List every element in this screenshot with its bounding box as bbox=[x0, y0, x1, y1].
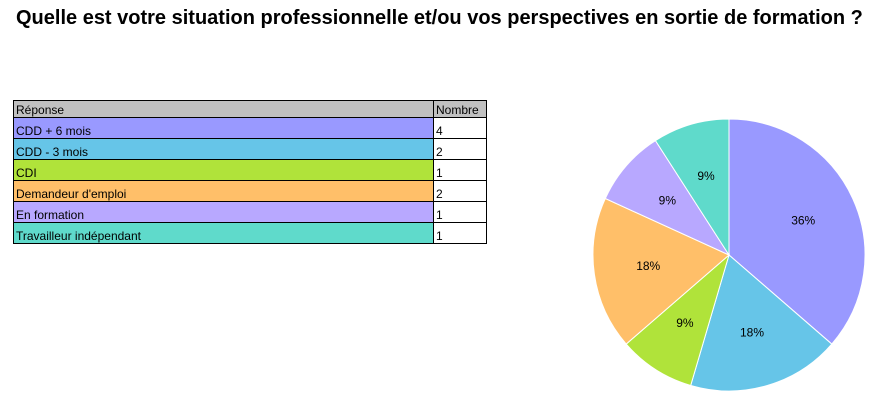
pie-slice bbox=[592, 197, 730, 345]
table-row: Demandeur d'emploi 2 bbox=[13, 180, 487, 202]
table-cell: Réponse bbox=[13, 100, 434, 118]
table-row: CDD - 3 mois 2 bbox=[13, 138, 487, 160]
slice-label: 9% bbox=[697, 169, 715, 183]
pie-slice bbox=[654, 118, 730, 257]
table-row: En formation 1 bbox=[13, 201, 487, 223]
table-row: CDD + 6 mois 4 bbox=[13, 117, 487, 139]
table-cell: 1 bbox=[433, 201, 487, 223]
slice-label: 18% bbox=[740, 325, 764, 339]
table-cell: CDD - 3 mois bbox=[13, 138, 434, 160]
table-cell: En formation bbox=[13, 201, 434, 223]
pie-slice bbox=[728, 118, 866, 345]
table-cell: Travailleur indépendant bbox=[13, 222, 434, 244]
slice-label: 9% bbox=[659, 194, 677, 208]
title: Quelle est votre situation professionnel… bbox=[16, 7, 863, 29]
table-cell: Nombre bbox=[433, 100, 487, 118]
table-row: Réponse Nombre bbox=[13, 100, 487, 118]
response-table: Réponse Nombre CDD + 6 mois 4 CDD - 3 mois 2 C… bbox=[13, 100, 487, 244]
table-cell: CDI bbox=[13, 159, 434, 181]
table-cell: 2 bbox=[433, 138, 487, 160]
table-cell: 1 bbox=[433, 222, 487, 244]
slice-label: 9% bbox=[676, 316, 694, 330]
table-cell: 4 bbox=[433, 117, 487, 139]
pie-slice bbox=[690, 254, 833, 392]
table-cell: Demandeur d'emploi bbox=[13, 180, 434, 202]
table-row: Travailleur indépendant 1 bbox=[13, 222, 487, 244]
table-row: CDI 1 bbox=[13, 159, 487, 181]
slice-label: 36% bbox=[791, 213, 815, 227]
table-cell: CDD + 6 mois bbox=[13, 117, 434, 139]
slice-label: 18% bbox=[636, 259, 660, 273]
table-cell: 2 bbox=[433, 180, 487, 202]
